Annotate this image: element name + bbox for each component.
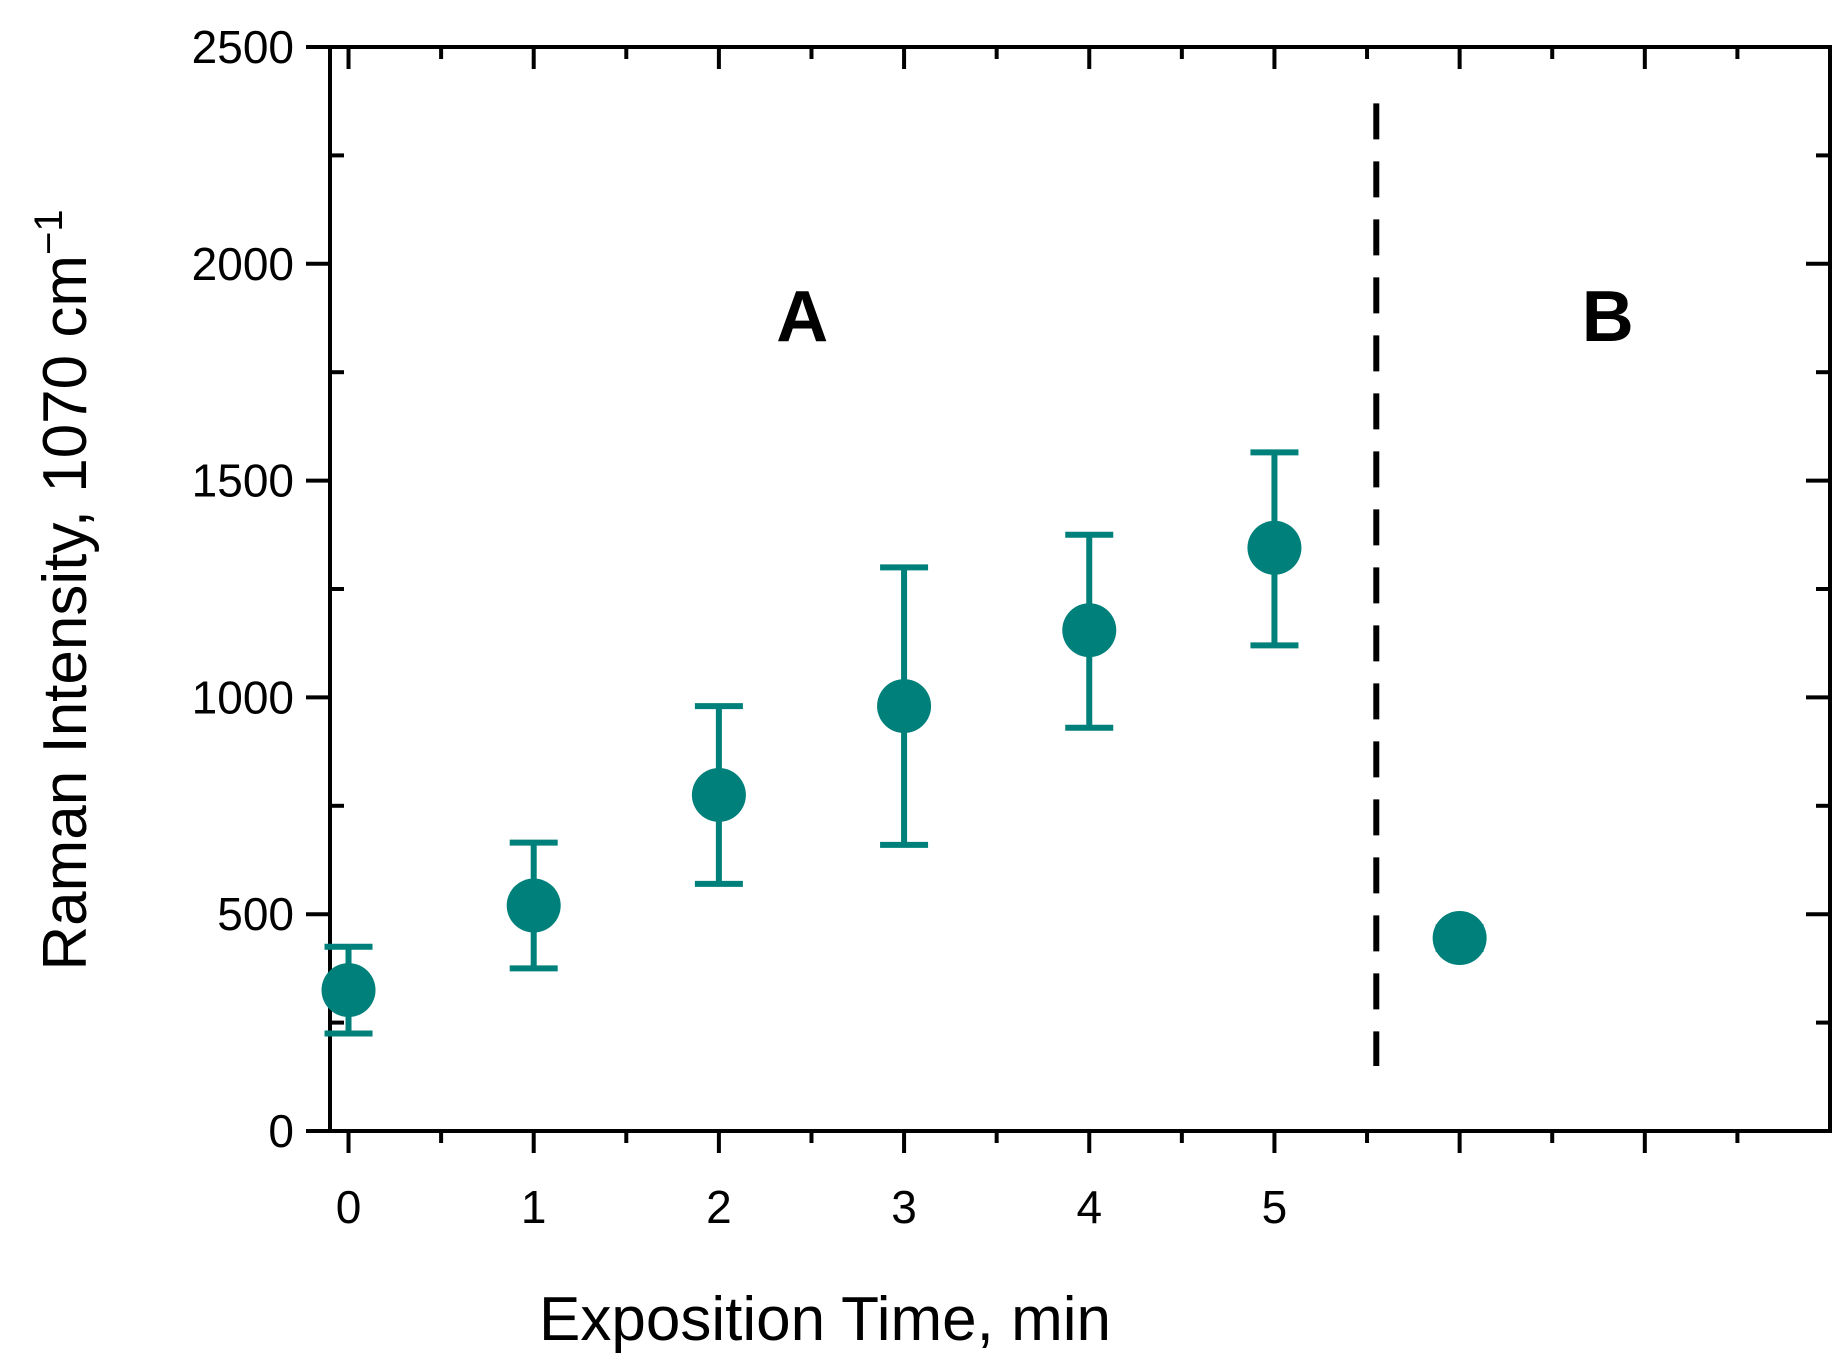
y-tick-label: 2000 <box>192 238 294 290</box>
data-point <box>506 878 561 933</box>
data-point <box>1432 911 1487 966</box>
panel-label: A <box>776 277 828 357</box>
x-tick-label: 3 <box>891 1181 917 1233</box>
data-point <box>321 963 376 1018</box>
data-point <box>1247 520 1302 575</box>
x-tick-label: 2 <box>706 1181 732 1233</box>
y-tick-label: 0 <box>268 1105 294 1157</box>
y-tick-label: 500 <box>217 888 294 940</box>
y-tick-label: 1500 <box>192 455 294 507</box>
panel-label: B <box>1582 277 1634 357</box>
axis-ticks <box>306 45 1830 1153</box>
y-axis-title: Raman Intensity, 1070 cm−1 <box>27 209 100 970</box>
x-tick-label: 0 <box>336 1181 362 1233</box>
data-marks <box>321 449 1487 1037</box>
tick-labels: 0 500 1000 1500 2000 2500 0 1 2 3 4 5 <box>192 21 1288 1233</box>
y-tick-label: 2500 <box>192 21 294 73</box>
x-tick-label: 5 <box>1262 1181 1288 1233</box>
y-tick-label: 1000 <box>192 671 294 723</box>
y-axis-title-main: Raman Intensity, 1070 cm <box>31 255 100 971</box>
y-axis-title-superscript: −1 <box>27 209 71 255</box>
x-tick-label: 1 <box>521 1181 547 1233</box>
x-axis-title: Exposition Time, min <box>539 1285 1111 1354</box>
data-point <box>1062 603 1117 658</box>
x-tick-label: 4 <box>1076 1181 1102 1233</box>
data-point <box>691 767 746 822</box>
data-point <box>877 679 932 734</box>
